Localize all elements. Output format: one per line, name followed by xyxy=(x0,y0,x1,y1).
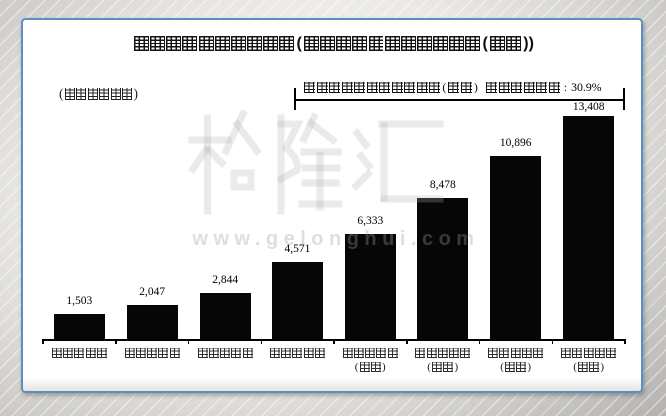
svg-text:www.gelonghui.com: www.gelonghui.com xyxy=(191,228,479,250)
